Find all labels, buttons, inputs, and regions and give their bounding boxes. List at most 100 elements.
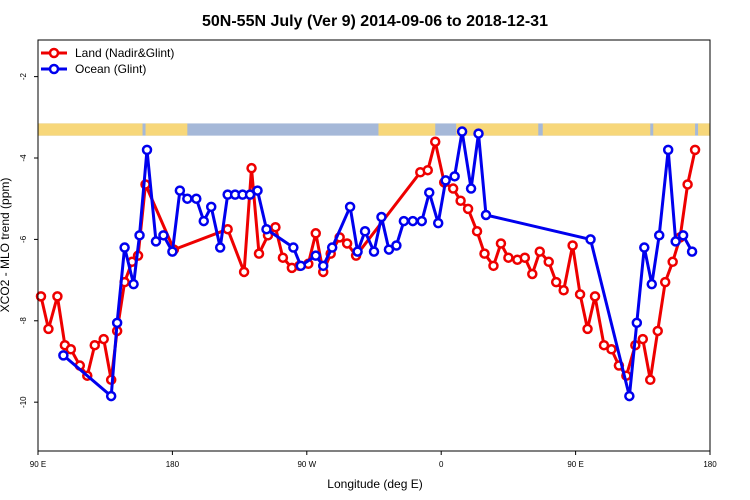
data-point (558, 285, 569, 296)
series-layer (35, 126, 701, 402)
data-point (310, 250, 322, 261)
data-point (456, 126, 468, 137)
plot-area-frame (37, 39, 711, 452)
data-point (677, 230, 689, 241)
data-point (567, 240, 578, 251)
land-band (456, 123, 539, 136)
data-point (662, 144, 674, 156)
data-point (288, 242, 299, 253)
data-point (527, 268, 538, 280)
x-axis-label: Longitude (deg E) (327, 477, 422, 491)
x-tick-label: 90 W (297, 460, 316, 469)
data-point (416, 215, 428, 227)
legend-label: Land (Nadir&Glint) (75, 46, 174, 60)
data-point (422, 164, 434, 176)
data-point (462, 203, 474, 215)
data-point (205, 201, 217, 213)
data-point (141, 144, 153, 156)
data-point (480, 209, 492, 221)
data-point (150, 236, 162, 247)
data-point (252, 185, 263, 196)
data-point (119, 242, 130, 253)
y-tick-label: -10 (19, 396, 28, 408)
data-point (447, 183, 459, 194)
data-point (344, 201, 356, 213)
x-tick-label: 90 E (30, 460, 46, 469)
data-point (440, 175, 451, 186)
data-point (65, 344, 77, 355)
data-point (376, 211, 387, 223)
data-point (519, 252, 531, 263)
y-tick-label: -6 (19, 235, 28, 243)
data-point (652, 325, 663, 337)
data-point (222, 223, 233, 235)
data-point (465, 183, 477, 194)
land-ocean-strip (38, 123, 710, 136)
y-tick-label: -2 (19, 73, 28, 81)
data-point (503, 252, 514, 263)
land-band (38, 123, 143, 136)
land-band (698, 123, 710, 136)
data-point (582, 323, 593, 335)
x-tick-label: 0 (439, 460, 444, 469)
data-point (639, 242, 650, 253)
data-point (111, 317, 123, 329)
data-point (495, 238, 507, 249)
data-point (391, 240, 402, 251)
data-point (479, 248, 490, 259)
y-axis: -10 -8 -6 -4 -2 (19, 73, 38, 408)
data-point (667, 256, 678, 268)
data-point (368, 246, 380, 257)
data-point (198, 215, 210, 227)
data-point (310, 228, 322, 239)
data-point (455, 195, 466, 206)
legend-label: Ocean (Glint) (75, 62, 146, 76)
legend-item: Land (Nadir&Glint) (41, 46, 174, 60)
data-point (261, 223, 272, 235)
data-point (174, 185, 186, 196)
data-point (631, 317, 643, 329)
data-point (585, 234, 596, 245)
chart-title: 50N-55N July (Ver 9) 2014-09-06 to 2018-… (202, 13, 548, 30)
y-tick-label: -4 (19, 154, 28, 162)
y-tick-label: -8 (19, 317, 28, 325)
data-point (253, 248, 265, 259)
data-point (246, 162, 257, 174)
data-point (449, 171, 460, 182)
data-point (105, 390, 117, 402)
data-point (589, 291, 601, 302)
data-point (359, 226, 371, 237)
data-point (407, 215, 419, 227)
data-point (550, 276, 562, 288)
data-point (574, 289, 586, 300)
data-point (352, 246, 363, 257)
data-point (158, 230, 169, 241)
data-point (191, 193, 202, 204)
data-point (637, 333, 649, 345)
data-point (295, 260, 307, 272)
data-point (534, 246, 546, 257)
data-point (58, 350, 69, 361)
data-point (646, 278, 658, 290)
data-point (624, 390, 635, 402)
data-point (543, 256, 554, 268)
data-point (598, 339, 610, 351)
data-point (471, 226, 483, 237)
data-point (43, 323, 54, 335)
data-point (317, 260, 329, 272)
x-axis: 90 E 180 90 W 0 90 E 180 (30, 451, 717, 469)
land-band (542, 123, 651, 136)
data-point (686, 246, 698, 257)
land-band (145, 123, 188, 136)
data-point (52, 291, 63, 302)
data-point (398, 215, 410, 227)
legend-swatch-marker (48, 47, 60, 59)
data-point (645, 374, 656, 386)
data-point (473, 128, 484, 139)
x-tick-label: 180 (703, 460, 717, 469)
data-point (653, 230, 665, 241)
data-point (214, 242, 226, 253)
legend: Land (Nadir&Glint) Ocean (Glint) (41, 46, 174, 76)
data-point (238, 266, 250, 278)
